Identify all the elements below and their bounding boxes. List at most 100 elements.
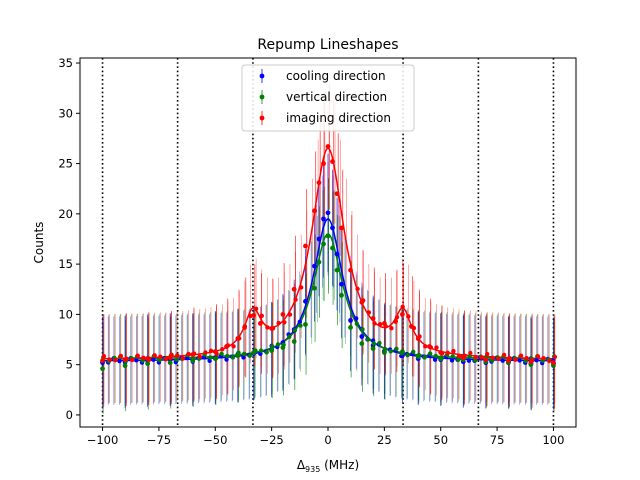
data-point xyxy=(365,337,371,342)
data-point xyxy=(186,351,191,357)
data-point xyxy=(191,351,197,356)
data-point xyxy=(282,320,287,325)
data-point xyxy=(236,350,241,355)
data-point xyxy=(400,311,405,317)
data-point xyxy=(135,353,140,358)
data-point xyxy=(269,348,275,353)
x-axis-label-unit: (MHz) xyxy=(320,458,359,472)
data-point xyxy=(175,353,180,358)
x-tick-label: 75 xyxy=(490,433,505,447)
data-point xyxy=(207,358,212,364)
x-tick-label: −100 xyxy=(87,433,119,447)
data-point xyxy=(257,321,263,326)
data-point xyxy=(169,352,174,358)
data-point xyxy=(259,313,264,318)
data-point xyxy=(372,321,377,326)
data-point xyxy=(496,356,501,361)
data-point xyxy=(501,352,507,358)
data-point xyxy=(303,298,308,304)
data-point xyxy=(264,350,269,355)
data-point xyxy=(400,304,405,309)
data-point xyxy=(180,356,186,361)
y-tick-label: 35 xyxy=(58,56,73,70)
data-point xyxy=(107,357,112,362)
data-point xyxy=(382,346,388,352)
data-point xyxy=(360,327,365,332)
data-point xyxy=(100,366,105,372)
data-point xyxy=(366,310,372,315)
data-point xyxy=(427,351,433,356)
data-point xyxy=(370,346,376,351)
data-point xyxy=(359,341,365,346)
data-point xyxy=(117,358,122,364)
data-point xyxy=(449,358,455,363)
data-point xyxy=(325,144,331,149)
x-tick-label: −50 xyxy=(203,433,227,447)
data-point xyxy=(450,354,455,359)
data-point xyxy=(406,314,411,319)
data-point xyxy=(416,352,422,358)
data-point xyxy=(299,285,304,290)
data-point xyxy=(248,313,253,319)
data-point xyxy=(348,267,353,273)
data-point xyxy=(219,351,224,357)
data-point xyxy=(291,286,297,292)
data-point xyxy=(203,350,208,355)
data-point xyxy=(467,354,472,359)
data-point xyxy=(191,356,196,361)
data-point xyxy=(456,353,462,359)
data-point xyxy=(348,325,353,330)
data-point xyxy=(280,311,286,317)
data-point xyxy=(371,341,376,346)
data-point xyxy=(291,339,297,344)
y-tick-label: 5 xyxy=(66,358,73,372)
x-tick-label: 50 xyxy=(433,433,448,447)
data-point xyxy=(394,346,399,352)
data-point xyxy=(100,358,105,364)
data-point xyxy=(122,363,128,369)
data-point xyxy=(377,322,383,327)
x-tick-label: −75 xyxy=(147,433,171,447)
data-point xyxy=(230,355,236,360)
data-point xyxy=(208,348,214,354)
data-point xyxy=(552,354,558,360)
x-tick-label: −25 xyxy=(259,433,283,447)
data-point xyxy=(334,191,340,197)
data-point xyxy=(241,355,246,360)
data-point xyxy=(388,349,393,354)
data-point xyxy=(220,346,225,352)
data-point xyxy=(518,353,524,358)
data-point xyxy=(297,319,303,325)
data-point xyxy=(479,355,484,360)
data-point xyxy=(270,326,276,331)
data-point xyxy=(146,357,152,363)
data-point xyxy=(298,323,303,328)
data-point xyxy=(434,345,439,350)
data-point xyxy=(174,357,179,362)
y-tick-label: 0 xyxy=(66,408,73,422)
data-point xyxy=(411,349,416,355)
data-point xyxy=(281,342,286,348)
data-point xyxy=(145,361,151,367)
data-point xyxy=(303,243,308,249)
data-point xyxy=(152,353,157,358)
data-point xyxy=(490,355,496,361)
legend-label: cooling direction xyxy=(286,69,386,83)
x-axis-label-main: Δ xyxy=(297,458,306,472)
data-points xyxy=(100,144,558,372)
data-point xyxy=(334,251,340,257)
data-point xyxy=(151,357,156,362)
data-point xyxy=(101,354,107,359)
data-point xyxy=(292,328,298,333)
data-point xyxy=(330,225,335,231)
data-point xyxy=(325,210,331,216)
legend-box xyxy=(241,64,415,132)
data-point xyxy=(316,259,322,265)
legend-point-marker xyxy=(259,115,265,121)
data-point xyxy=(439,351,445,356)
x-tick-label: 100 xyxy=(542,433,564,447)
data-point xyxy=(485,351,490,357)
data-point xyxy=(158,354,163,359)
data-point xyxy=(270,344,275,349)
data-point xyxy=(330,245,335,251)
